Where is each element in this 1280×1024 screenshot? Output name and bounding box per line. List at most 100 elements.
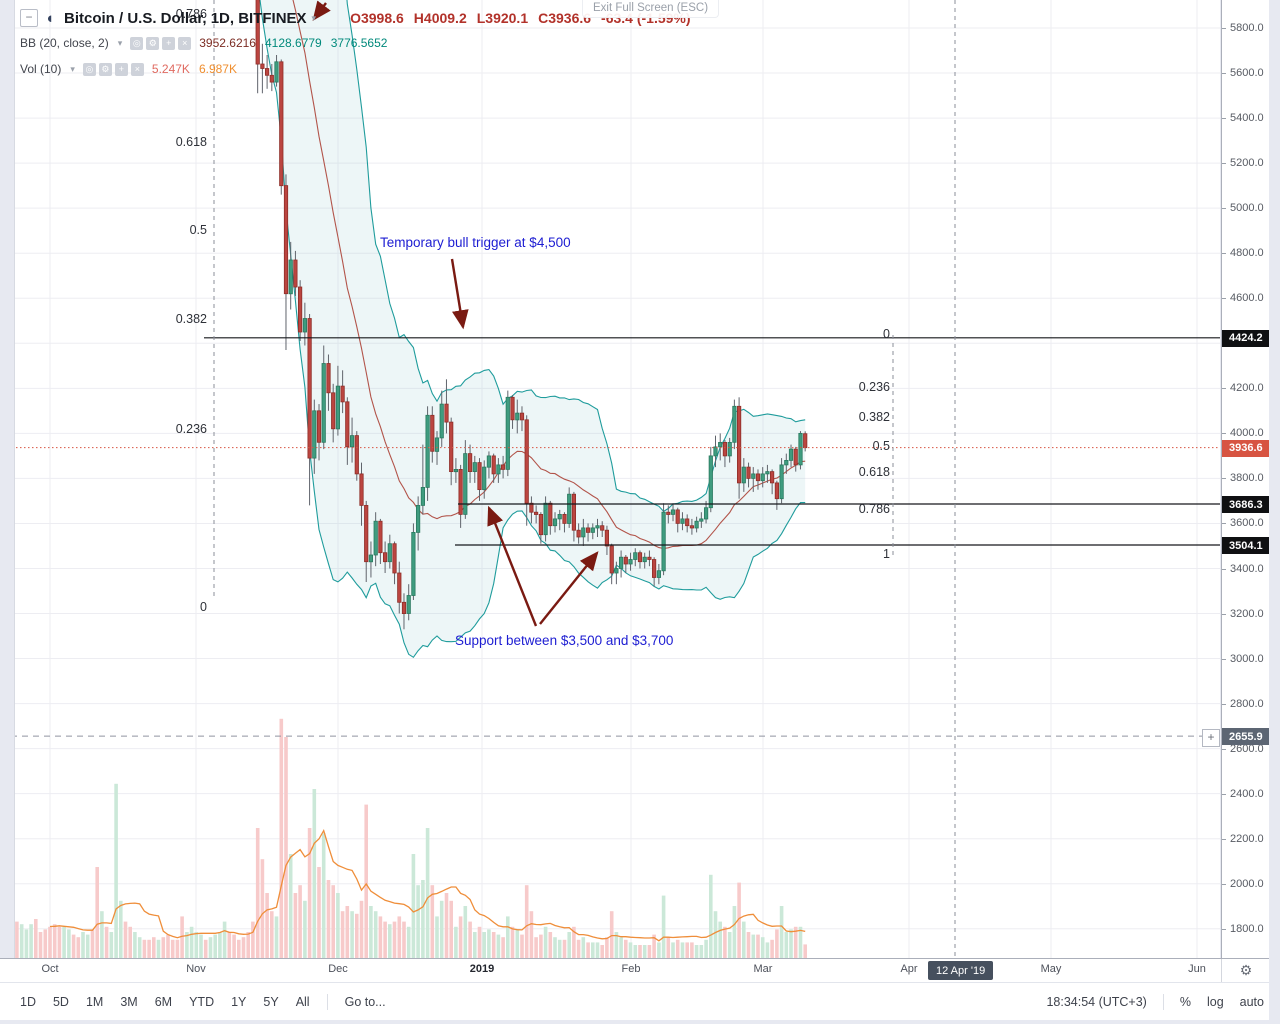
chart-header: − ◖ Bitcoin / U.S. Dollar, 1D, BITFINEX … bbox=[20, 8, 691, 80]
svg-text:0.382: 0.382 bbox=[176, 312, 207, 326]
svg-text:1: 1 bbox=[883, 547, 890, 561]
low-value: L3920.1 bbox=[476, 10, 529, 26]
indicator-caret-icon[interactable]: ▾ bbox=[117, 37, 123, 48]
price-chart-pane[interactable]: 0.786 0.618 0.5 0.382 0.236 0 0 0.236 0.382 0.5 0.… bbox=[0, 0, 1220, 958]
auto-scale-button[interactable]: auto bbox=[1239, 995, 1264, 1009]
close-icon[interactable]: × bbox=[178, 36, 192, 50]
close-value: C3936.6 bbox=[538, 10, 592, 26]
svg-text:0: 0 bbox=[200, 600, 207, 614]
time-label: 2019 bbox=[469, 963, 495, 975]
log-scale-button[interactable]: log bbox=[1206, 995, 1224, 1009]
gear-icon[interactable]: ⚙ bbox=[98, 62, 112, 76]
add-icon[interactable]: + bbox=[162, 36, 176, 50]
toolbar-separator bbox=[1162, 994, 1164, 1010]
price-tick: 4200.0 bbox=[1222, 381, 1270, 395]
price-tick: 1800.0 bbox=[1222, 922, 1270, 936]
gear-icon[interactable]: ⚙ bbox=[146, 36, 160, 50]
time-label: Feb bbox=[621, 963, 641, 975]
eye-icon[interactable]: ◎ bbox=[130, 36, 144, 50]
time-axis[interactable]: 12 Apr '19 ⚙ Oct Nov Dec 2019 Feb Mar Apr May Ju… bbox=[0, 958, 1269, 982]
collapse-header-button[interactable]: − bbox=[20, 9, 38, 27]
indicator-rows: BB (20, close, 2) ▾ ◎ ⚙ + × 3952.6216 4128.6779… bbox=[20, 32, 691, 80]
add-order-plus-button[interactable]: + bbox=[1202, 729, 1220, 747]
svg-text:0.786: 0.786 bbox=[176, 7, 207, 21]
symbol-dropdown-caret-icon[interactable]: ▾ bbox=[311, 12, 317, 23]
range-button-6m[interactable]: 6M bbox=[154, 995, 173, 1009]
range-button-3m[interactable]: 3M bbox=[120, 995, 138, 1009]
price-tick: 4600.0 bbox=[1222, 291, 1270, 305]
range-buttons: 1D 5D 1M 3M 6M YTD 1Y 5Y All Go to... bbox=[20, 983, 386, 1021]
right-page-strip bbox=[1269, 0, 1280, 1024]
svg-text:Support between $3,500 and $3,: Support between $3,500 and $3,700 bbox=[455, 633, 673, 648]
svg-text:0.5: 0.5 bbox=[190, 223, 207, 237]
indicator-name[interactable]: BB (20, close, 2) bbox=[20, 36, 109, 50]
add-icon[interactable]: + bbox=[114, 62, 128, 76]
price-tick: 2400.0 bbox=[1222, 787, 1270, 801]
price-tick: 2600.0 bbox=[1222, 742, 1270, 756]
close-icon[interactable]: × bbox=[130, 62, 144, 76]
percent-scale-button[interactable]: % bbox=[1179, 995, 1191, 1009]
svg-text:0.786: 0.786 bbox=[859, 502, 890, 516]
svg-text:0.382: 0.382 bbox=[859, 410, 890, 424]
goto-button[interactable]: Go to... bbox=[344, 995, 386, 1009]
indicator-caret-icon[interactable]: ▾ bbox=[70, 63, 75, 74]
time-label: May bbox=[1040, 963, 1062, 975]
price-badge: 3936.6 bbox=[1222, 439, 1270, 457]
symbol-row: − ◖ Bitcoin / U.S. Dollar, 1D, BITFINEX … bbox=[20, 8, 691, 28]
time-label: Dec bbox=[328, 963, 348, 975]
high-value: H4009.2 bbox=[413, 10, 467, 26]
price-tick: 5200.0 bbox=[1222, 156, 1270, 170]
svg-text:0.236: 0.236 bbox=[859, 380, 890, 394]
indicator-row: BB (20, close, 2) ▾ ◎ ⚙ + × 3952.6216 4128.6779… bbox=[20, 32, 691, 54]
price-tick: 3000.0 bbox=[1222, 652, 1270, 666]
axis-settings-gear-icon[interactable]: ⚙ bbox=[1221, 959, 1270, 982]
indicator-name[interactable]: Vol (10) bbox=[20, 62, 62, 76]
toolbar-right: 18:34:54 (UTC+3) % log auto bbox=[1046, 983, 1264, 1021]
price-tick: 3800.0 bbox=[1222, 471, 1270, 485]
price-tick: 4800.0 bbox=[1222, 246, 1270, 260]
left-page-strip bbox=[0, 0, 15, 958]
price-tick: 5600.0 bbox=[1222, 66, 1270, 80]
svg-text:0.236: 0.236 bbox=[176, 422, 207, 436]
range-button-1d[interactable]: 1D bbox=[20, 995, 36, 1009]
price-axis[interactable]: 5800.0 5600.0 5400.0 5200.0 5000.0 4800.0 4600… bbox=[1221, 0, 1270, 958]
price-tick: 5800.0 bbox=[1222, 21, 1270, 35]
svg-text:Temporary bull trigger at $4,5: Temporary bull trigger at $4,500 bbox=[380, 235, 571, 250]
price-tick: 3600.0 bbox=[1222, 516, 1270, 530]
eye-icon[interactable]: ◎ bbox=[82, 62, 96, 76]
indicator-value: 3952.6216 bbox=[199, 36, 256, 50]
svg-text:0.618: 0.618 bbox=[176, 135, 207, 149]
price-tick: 3200.0 bbox=[1222, 607, 1270, 621]
price-tick: 2200.0 bbox=[1222, 832, 1270, 846]
price-badge: 4424.2 bbox=[1222, 329, 1270, 347]
symbol-title[interactable]: Bitcoin / U.S. Dollar, 1D, BITFINEX bbox=[64, 9, 307, 27]
price-badge: 3686.3 bbox=[1222, 496, 1270, 513]
horizontal-lines bbox=[0, 0, 1220, 958]
range-button-ytd[interactable]: YTD bbox=[189, 995, 215, 1009]
range-button-1m[interactable]: 1M bbox=[85, 995, 104, 1009]
bottom-toolbar: 1D 5D 1M 3M 6M YTD 1Y 5Y All Go to... 18:34:54 (U… bbox=[0, 982, 1280, 1020]
price-badge: 3504.1 bbox=[1222, 537, 1270, 554]
price-tick: 4000.0 bbox=[1222, 426, 1270, 440]
svg-text:0: 0 bbox=[883, 327, 890, 341]
price-tick: 5400.0 bbox=[1222, 111, 1270, 125]
annotations: Temporary bull trigger at $4,500 Support … bbox=[312, 0, 673, 648]
indicator-row: Vol (10) ▾ ◎ ⚙ + × 5.247K 6.987K bbox=[20, 58, 691, 80]
range-button-5y[interactable]: 5Y bbox=[263, 995, 279, 1009]
time-label: Oct bbox=[41, 963, 59, 975]
open-value: O3998.6 bbox=[350, 10, 404, 26]
time-label: Mar bbox=[753, 963, 773, 975]
indicator-value: 4128.6779 bbox=[264, 36, 322, 50]
range-button-1y[interactable]: 1Y bbox=[231, 995, 247, 1009]
exchange-logo-icon: ◖ bbox=[45, 9, 55, 27]
clock[interactable]: 18:34:54 (UTC+3) bbox=[1046, 995, 1147, 1009]
range-button-all[interactable]: All bbox=[295, 995, 310, 1009]
price-tick: 2800.0 bbox=[1222, 697, 1270, 711]
svg-text:0.5: 0.5 bbox=[873, 439, 890, 453]
price-tick: 5000.0 bbox=[1222, 201, 1270, 215]
candlestick-series bbox=[255, 0, 808, 630]
fib-retracement-labels: 0.786 0.618 0.5 0.382 0.236 0 0 0.236 0.382 0.5 0.… bbox=[176, 7, 890, 614]
toolbar-separator bbox=[326, 994, 328, 1010]
time-label: Apr bbox=[900, 963, 918, 975]
range-button-5d[interactable]: 5D bbox=[52, 995, 69, 1009]
